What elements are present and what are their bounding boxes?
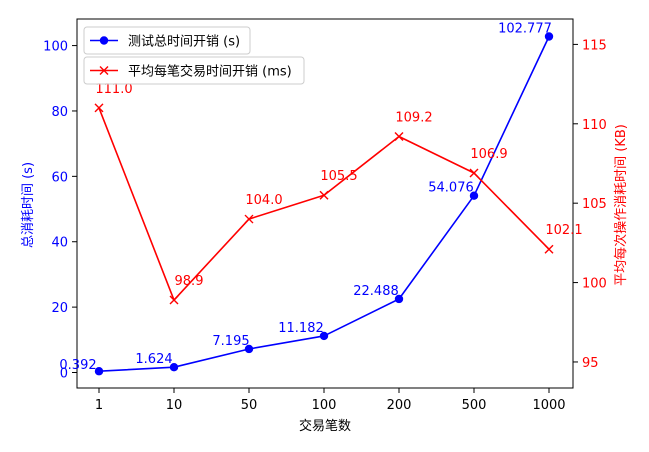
- data-label: 11.182: [278, 321, 324, 336]
- y-right-tick-label: 105: [582, 197, 607, 212]
- data-label: 105.5: [320, 169, 357, 184]
- y-left-tick-label: 60: [51, 170, 68, 185]
- data-point: [244, 214, 254, 224]
- legend-label: 测试总时间开销 (s): [128, 35, 240, 50]
- y-axis-label-left: 总消耗时间 (s): [21, 162, 36, 248]
- x-tick-label: 10: [166, 398, 183, 413]
- data-label: 7.195: [212, 334, 249, 349]
- data-point: [469, 191, 479, 200]
- data-point-stroke: [469, 168, 479, 178]
- x-tick-label: 100: [312, 398, 337, 413]
- legend-box: [83, 56, 305, 85]
- data-point: [169, 362, 179, 372]
- legend-marker: [99, 66, 109, 75]
- y-left-tick-label: 20: [51, 301, 68, 316]
- x-axis-label: 交易笔数: [299, 418, 351, 434]
- legend-marker-stroke: [99, 66, 109, 75]
- x-tick-label: 1: [95, 398, 103, 413]
- data-point: [394, 132, 404, 141]
- data-point: [94, 103, 104, 113]
- data-point: [319, 190, 329, 200]
- data-point-stroke: [169, 295, 179, 305]
- data-point-stroke: [244, 214, 254, 224]
- y-right-tick-label: 110: [582, 118, 607, 133]
- data-point: [469, 168, 479, 178]
- data-label: 104.0: [245, 193, 282, 208]
- x-tick-label: 1000: [532, 398, 565, 413]
- y-right-tick-label: 95: [582, 356, 599, 371]
- series-line: [98, 107, 550, 301]
- legend-label: 平均每笔交易时间开销 (ms): [128, 64, 292, 80]
- data-point: [244, 344, 254, 354]
- data-label: 109.2: [395, 110, 432, 125]
- legend-marker: [99, 36, 109, 45]
- data-point-stroke: [544, 244, 554, 254]
- y-right-tick-label: 100: [582, 277, 607, 292]
- data-label: 102.777: [498, 22, 552, 37]
- data-point-stroke: [94, 103, 104, 113]
- y-left-tick-label: 80: [51, 105, 68, 120]
- data-label: 98.9: [175, 274, 204, 289]
- data-point: [319, 331, 329, 341]
- y-axis-label-right: 平均每次操作消耗时间 (KB): [613, 124, 629, 286]
- data-point: [544, 32, 554, 41]
- series-line: [98, 36, 550, 373]
- y-left-tick-label: 0: [60, 367, 68, 382]
- x-tick-label: 200: [387, 398, 412, 413]
- data-label: 22.488: [353, 284, 399, 299]
- data-label: 54.076: [428, 181, 474, 196]
- data-label: 106.9: [470, 147, 507, 162]
- legend: 测试总时间开销 (s) 平均每笔交易时间开销 (ms): [83, 26, 305, 85]
- data-label: 111.0: [95, 82, 132, 97]
- data-label: 1.624: [135, 352, 172, 367]
- data-point: [544, 244, 554, 254]
- x-tick-label: 500: [462, 398, 487, 413]
- data-point: [394, 294, 404, 304]
- data-point: [94, 367, 104, 376]
- x-tick-label: 50: [241, 398, 258, 413]
- data-label: 0.392: [59, 358, 96, 373]
- y-right-tick-label: 115: [582, 38, 607, 53]
- y-left-tick-label: 40: [51, 236, 68, 251]
- y-left-tick-label: 100: [43, 40, 68, 55]
- chart-marks: 1 10 50 100 200 500 10000204060801009510010511…: [43, 22, 607, 413]
- data-point: [169, 295, 179, 305]
- data-point-stroke: [319, 190, 329, 200]
- data-point-stroke: [394, 132, 404, 141]
- legend-box: [83, 26, 251, 55]
- data-label: 102.1: [545, 223, 582, 238]
